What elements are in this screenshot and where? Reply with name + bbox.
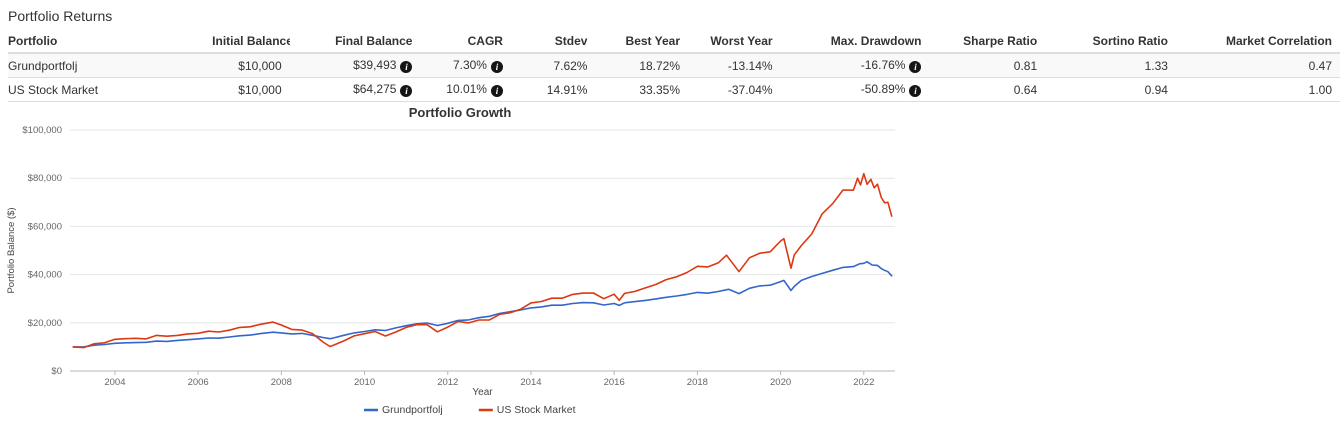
cell-value: -37.04% — [727, 82, 773, 97]
column-header-final-balance: Final Balance — [289, 31, 421, 54]
table-cell: -50.89% i — [780, 77, 930, 102]
cell-value: 10.01% — [446, 82, 487, 96]
y-tick-label: $40,000 — [28, 270, 62, 281]
legend-item-grundportfolj[interactable]: Grundportfolj — [364, 404, 443, 416]
column-header-portfolio: Portfolio — [8, 31, 205, 54]
table-cell: 7.62% — [510, 53, 596, 78]
table-cell: -13.14% — [688, 53, 781, 78]
table-cell: 0.47 — [1175, 53, 1340, 78]
table-cell: US Stock Market — [8, 77, 205, 102]
returns-table: Portfolio Initial Balance Final Balance CAG… — [8, 31, 1340, 102]
info-icon[interactable]: i — [400, 61, 413, 73]
table-cell: 0.81 — [929, 53, 1046, 78]
table-cell: 10.01% i — [420, 77, 511, 102]
x-tick-label: 2018 — [687, 377, 708, 388]
x-tick-label: 2004 — [104, 377, 125, 388]
cell-value: Grundportfolj — [8, 58, 78, 73]
column-header-market-correlation: Market Correlation — [1175, 31, 1340, 54]
column-header-sharpe-ratio: Sharpe Ratio — [929, 31, 1046, 54]
cell-value: 1.33 — [1144, 58, 1168, 73]
y-tick-label: $100,000 — [22, 125, 62, 136]
table-cell: $64,275 i — [289, 77, 421, 102]
cell-value: 0.47 — [1308, 58, 1332, 73]
table-cell: -37.04% — [688, 77, 781, 102]
y-axis-title: Portfolio Balance ($) — [6, 207, 17, 293]
y-tick-label: $80,000 — [28, 173, 62, 184]
info-icon[interactable]: i — [909, 85, 922, 97]
cell-value: 7.62% — [553, 58, 588, 73]
info-icon[interactable]: i — [490, 85, 503, 97]
table-cell: $10,000 — [204, 53, 290, 78]
cell-value: 7.30% — [452, 58, 487, 72]
cell-value: 0.64 — [1013, 82, 1038, 97]
y-tick-label: $20,000 — [28, 318, 62, 329]
column-header-worst-year: Worst Year — [688, 31, 781, 54]
cell-value: -13.14% — [727, 58, 773, 73]
table-cell: -16.76% i — [780, 53, 930, 78]
x-tick-label: 2014 — [520, 377, 541, 388]
page-title: Portfolio Returns — [8, 8, 113, 24]
info-icon[interactable]: i — [400, 85, 413, 97]
x-tick-label: 2016 — [604, 377, 625, 388]
x-tick-label: 2010 — [354, 377, 375, 388]
portfolio-growth-chart: $0 $20,000 $40,000 $60,000 $80,000 $100,000 20… — [0, 98, 940, 428]
legend-label: Grundportfolj — [382, 404, 443, 416]
cell-value: $64,275 — [353, 82, 397, 96]
table-header-row: Portfolio Initial Balance Final Balance CAG… — [8, 31, 1340, 54]
x-tick-label: 2008 — [271, 377, 292, 388]
legend-item-us-stock-market[interactable]: US Stock Market — [478, 404, 576, 416]
table-cell: 0.64 — [929, 77, 1046, 102]
cell-value: $39,493 — [353, 58, 397, 72]
column-header-best-year: Best Year — [595, 31, 689, 54]
column-header-stdev: Stdev — [510, 31, 596, 54]
cell-value: US Stock Market — [8, 82, 99, 97]
cell-value: 0.94 — [1144, 82, 1168, 97]
series-line-us-stock-market[interactable] — [72, 172, 893, 349]
table-cell: 33.35% — [595, 77, 689, 102]
cell-value: 33.35% — [639, 82, 681, 97]
cell-value: 14.91% — [546, 82, 588, 97]
info-icon[interactable]: i — [490, 61, 503, 73]
table-cell: Grundportfolj — [8, 53, 205, 78]
y-tick-label: $60,000 — [28, 221, 62, 232]
x-tick-label: 2012 — [437, 377, 458, 388]
legend-label: US Stock Market — [497, 404, 576, 416]
table-cell: 1.33 — [1045, 53, 1176, 78]
cell-value: 0.81 — [1013, 58, 1038, 73]
chart-canvas[interactable]: $0 $20,000 $40,000 $60,000 $80,000 $100,000 20… — [0, 98, 940, 428]
table-cell: 1.00 — [1175, 77, 1340, 102]
table-cell: 14.91% — [510, 77, 596, 102]
cell-value: $10,000 — [238, 58, 282, 73]
cell-value: 18.72% — [639, 58, 681, 73]
info-icon[interactable]: i — [909, 61, 922, 73]
cell-value: 1.00 — [1308, 82, 1332, 97]
x-tick-label: 2022 — [853, 377, 874, 388]
table-body: Grundportfolj $10,000 $39,493 i 7.30% i 7.62% 1… — [8, 53, 1340, 102]
table-cell: $10,000 — [204, 77, 290, 102]
cell-value: -16.76% — [860, 58, 906, 72]
table-cell: 0.94 — [1045, 77, 1176, 102]
table-cell: $39,493 i — [289, 53, 421, 78]
x-axis-title: Year — [472, 387, 493, 398]
column-header-initial-balance: Initial Balance — [204, 31, 290, 54]
table-cell: 7.30% i — [420, 53, 511, 78]
y-tick-label: $0 — [51, 366, 62, 377]
x-tick-label: 2006 — [188, 377, 209, 388]
table-cell: 18.72% — [595, 53, 689, 78]
cell-value: -50.89% — [860, 82, 906, 96]
column-header-sortino-ratio: Sortino Ratio — [1045, 31, 1176, 54]
chart-title: Portfolio Growth — [409, 105, 512, 120]
table-row: US Stock Market $10,000 $64,275 i 10.01% i 14.… — [8, 77, 1340, 102]
table-row: Grundportfolj $10,000 $39,493 i 7.30% i 7.62% 1… — [8, 53, 1340, 78]
cell-value: $10,000 — [238, 82, 282, 97]
column-header-max-drawdown: Max. Drawdown — [780, 31, 930, 54]
column-header-cagr: CAGR — [420, 31, 511, 54]
x-tick-label: 2020 — [770, 377, 791, 388]
